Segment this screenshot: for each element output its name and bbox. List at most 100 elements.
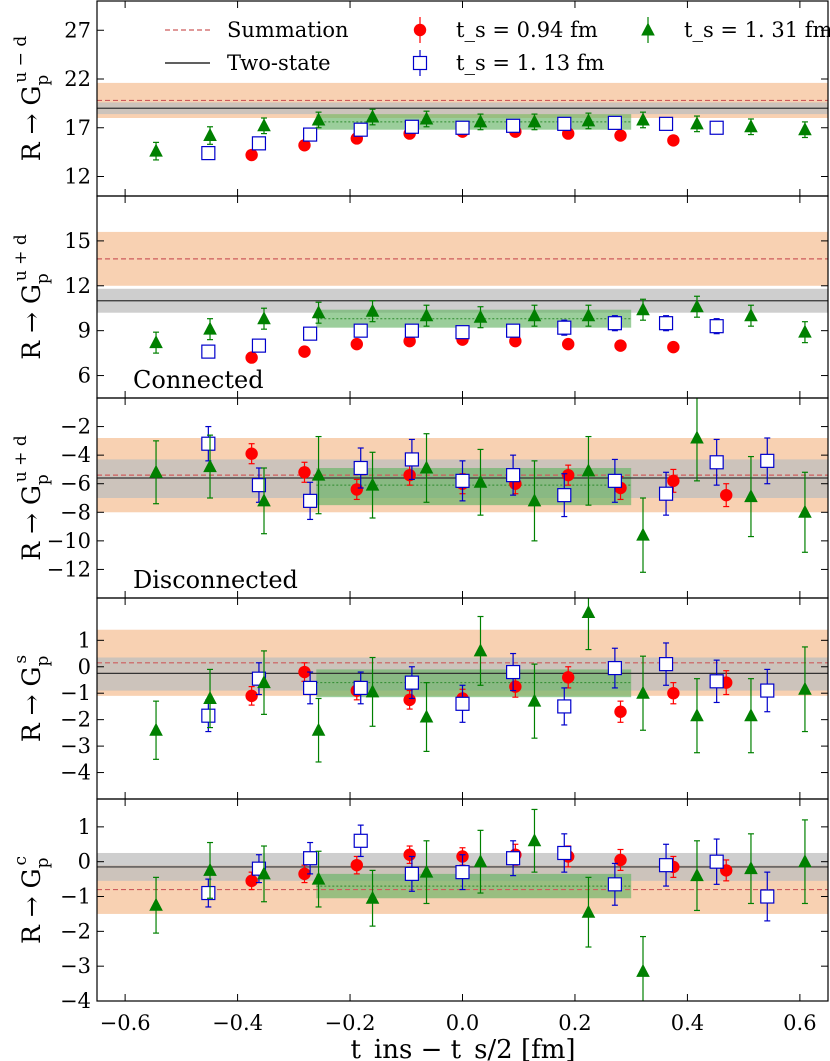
data-point [709, 120, 724, 135]
data-point [365, 890, 380, 904]
data-point [636, 112, 650, 126]
legend-marker-triangle [641, 22, 655, 36]
y-tick-label: −4 [60, 443, 91, 467]
data-point [709, 455, 724, 470]
legend-marker-square [412, 55, 428, 71]
panel-annotation: Connected [133, 366, 264, 394]
series-circle [245, 333, 680, 364]
data-point [690, 430, 704, 444]
data-point [303, 127, 318, 142]
data-point [744, 119, 758, 133]
data-point [365, 109, 380, 123]
panel-annotation: Disconnected [133, 566, 298, 594]
data-point [403, 334, 416, 348]
data-point [744, 861, 758, 875]
data-point [245, 148, 258, 162]
data-point [667, 134, 680, 147]
y-tick-label: −8 [60, 500, 91, 524]
data-point [455, 120, 470, 135]
data-point [404, 323, 419, 338]
data-point [201, 885, 216, 901]
y-tick-label: −12 [47, 557, 91, 581]
data-point [245, 447, 258, 460]
data-point [311, 467, 326, 481]
y-axis-label: R → Gpu − d [11, 36, 53, 162]
data-point [607, 473, 622, 488]
y-tick-label: 0 [78, 850, 91, 874]
y-tick-label: 17 [64, 116, 91, 140]
data-point [365, 477, 380, 491]
panel-1: 12 17 22 27 R → Gpu − d [11, 0, 829, 197]
data-point [298, 466, 311, 479]
data-point [562, 468, 575, 482]
data-point [658, 858, 674, 873]
legend-summation-label: Summation [227, 18, 349, 42]
data-point [350, 858, 363, 872]
y-axis-label: R → Gpu + d [11, 435, 53, 561]
legend: Summation t_s = 0.94 fm t_s = 1. 31 fm Two-… [165, 17, 830, 76]
series-triangle [149, 108, 812, 161]
data-point [455, 325, 470, 340]
data-point [251, 136, 267, 151]
data-point [658, 486, 674, 501]
data-point [581, 463, 596, 477]
data-point [149, 335, 163, 349]
data-point [350, 337, 363, 351]
summation-band [97, 231, 828, 286]
data-point [350, 483, 363, 496]
data-point [298, 139, 311, 152]
data-point [257, 493, 271, 507]
panel-5: −4 −3 −2 −1 0 1 R → Gpc [11, 798, 829, 1013]
data-point [557, 488, 572, 503]
series-triangle [149, 295, 812, 354]
data-point [298, 867, 311, 881]
data-point [607, 115, 622, 130]
x-tick-label: 0.6 [783, 1011, 816, 1035]
data-point [614, 129, 627, 142]
data-point [760, 453, 775, 468]
y-axis-label: R → Gpu + d [11, 234, 53, 360]
data-point [798, 681, 812, 695]
data-point [709, 319, 724, 334]
data-point [353, 460, 368, 476]
legend-label-triangle: t_s = 1. 31 fm [684, 18, 830, 42]
data-point [581, 113, 596, 127]
data-point [527, 693, 542, 707]
data-point [251, 338, 267, 353]
data-point [311, 722, 326, 736]
data-point [419, 308, 434, 322]
data-point [636, 963, 650, 977]
data-point [557, 699, 572, 714]
series-square [201, 115, 724, 161]
data-point [614, 705, 627, 718]
data-point [203, 459, 217, 473]
data-point [404, 452, 419, 467]
data-point [257, 866, 271, 880]
series-square [201, 642, 775, 733]
data-point [311, 305, 326, 319]
data-point [581, 308, 596, 322]
data-point [473, 854, 488, 868]
data-point [419, 111, 434, 125]
data-point [201, 146, 216, 161]
y-tick-label: 1 [78, 628, 91, 652]
panel-3: −12 −10 −8 −6 −4 −2 R → Gpu + d Disconnected [11, 397, 829, 599]
data-point [473, 643, 488, 657]
y-tick-label: 12 [64, 274, 91, 298]
data-point [667, 340, 680, 354]
data-point [473, 474, 488, 488]
data-point [298, 665, 311, 679]
data-point [709, 674, 724, 689]
y-tick-label: 12 [64, 165, 91, 189]
data-point [581, 904, 596, 918]
data-point [455, 865, 470, 880]
y-tick-label: −3 [60, 954, 91, 978]
data-point [203, 321, 217, 335]
x-tick-label: 0.2 [558, 1011, 591, 1035]
data-point [760, 889, 775, 904]
series-square [201, 824, 775, 922]
data-point [203, 691, 217, 704]
data-point [709, 854, 724, 869]
y-tick-label: 15 [64, 229, 91, 253]
data-point [798, 122, 812, 136]
